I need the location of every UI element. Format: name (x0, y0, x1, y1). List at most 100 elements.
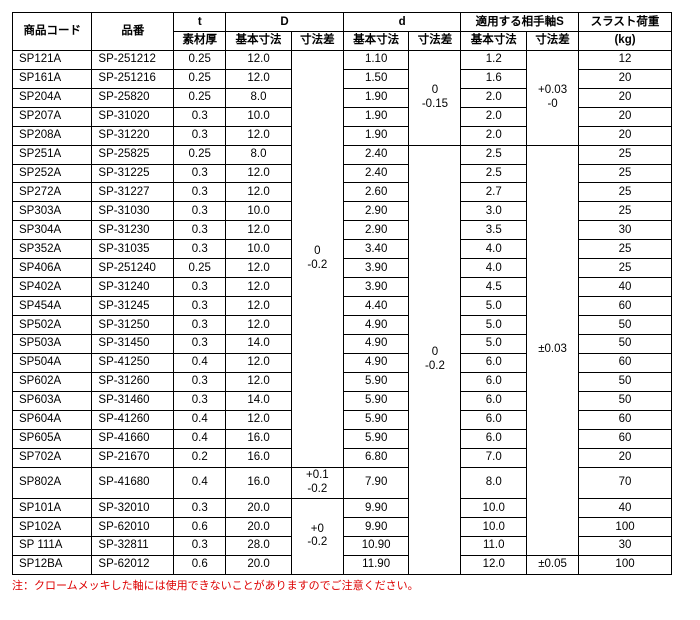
table-cell: 8.0 (226, 145, 292, 164)
table-cell: 0.3 (174, 221, 226, 240)
table-cell: SP-251212 (92, 50, 174, 69)
table-cell: 5.90 (343, 429, 409, 448)
table-cell: 25 (579, 259, 672, 278)
table-cell: 1.90 (343, 88, 409, 107)
table-cell: 0.3 (174, 240, 226, 259)
table-cell: 40 (579, 278, 672, 297)
table-cell: 0.3 (174, 126, 226, 145)
table-cell: 50 (579, 391, 672, 410)
table-cell: 3.40 (343, 240, 409, 259)
table-cell: 12.0 (226, 69, 292, 88)
merged-tol-cell: +0.1-0.2 (291, 467, 343, 499)
table-cell: 4.0 (461, 240, 527, 259)
table-cell: 20 (579, 126, 672, 145)
table-cell: SP161A (13, 69, 92, 88)
table-cell: 4.90 (343, 334, 409, 353)
table-cell: 12.0 (461, 555, 527, 574)
col-code: 商品コード (13, 13, 92, 51)
table-cell: 16.0 (226, 429, 292, 448)
table-cell: 2.90 (343, 221, 409, 240)
table-cell: 60 (579, 410, 672, 429)
table-cell: SP-31220 (92, 126, 174, 145)
table-cell: 20.0 (226, 518, 292, 537)
merged-tol-cell: 0-0.15 (409, 50, 461, 145)
table-cell: 2.0 (461, 107, 527, 126)
table-cell: SP-21670 (92, 448, 174, 467)
table-cell: 1.6 (461, 69, 527, 88)
table-cell: 12.0 (226, 259, 292, 278)
table-cell: 40 (579, 499, 672, 518)
table-cell: 0.6 (174, 555, 226, 574)
table-cell: SP-31030 (92, 202, 174, 221)
merged-tol-cell: ±0.05 (527, 555, 579, 574)
merged-tol-cell: 0-0.2 (409, 145, 461, 574)
col-S: 適用する相手軸S (461, 13, 579, 32)
table-cell: 12.0 (226, 50, 292, 69)
table-cell: 12.0 (226, 353, 292, 372)
table-cell: 10.90 (343, 536, 409, 555)
table-row: SP121ASP-2512120.2512.00-0.21.100-0.151.… (13, 50, 672, 69)
table-cell: SP-31460 (92, 391, 174, 410)
table-cell: 0.3 (174, 391, 226, 410)
table-cell: SP-31020 (92, 107, 174, 126)
col-d: d (343, 13, 461, 32)
table-cell: 8.0 (461, 467, 527, 499)
table-cell: 50 (579, 316, 672, 335)
table-cell: 12 (579, 50, 672, 69)
table-cell: 2.5 (461, 145, 527, 164)
table-cell: 0.2 (174, 448, 226, 467)
table-cell: 100 (579, 518, 672, 537)
table-cell: 0.25 (174, 69, 226, 88)
table-cell: SP-31245 (92, 297, 174, 316)
header-row-1: 商品コード 品番 t D d 適用する相手軸S スラスト荷重 (13, 13, 672, 32)
table-cell: 3.5 (461, 221, 527, 240)
table-cell: 0.3 (174, 297, 226, 316)
table-cell: SP208A (13, 126, 92, 145)
table-cell: 12.0 (226, 410, 292, 429)
table-cell: SP-41660 (92, 429, 174, 448)
table-cell: 4.0 (461, 259, 527, 278)
table-cell: SP502A (13, 316, 92, 335)
footnote: 注：クロームメッキした軸には使用できないことがありますのでご注意ください。 (12, 577, 688, 593)
table-cell: 0.4 (174, 467, 226, 499)
col-D-basic: 基本寸法 (226, 31, 292, 50)
merged-tol-cell: +0-0.2 (291, 499, 343, 575)
table-cell: 50 (579, 334, 672, 353)
table-cell: 0.3 (174, 202, 226, 221)
table-cell: 0.25 (174, 145, 226, 164)
table-cell: 2.0 (461, 126, 527, 145)
table-cell: 1.90 (343, 126, 409, 145)
col-kg: (kg) (579, 31, 672, 50)
table-cell: 12.0 (226, 372, 292, 391)
table-cell: 12.0 (226, 297, 292, 316)
table-cell: 100 (579, 555, 672, 574)
table-cell: 30 (579, 221, 672, 240)
table-cell: 16.0 (226, 467, 292, 499)
table-cell: 12.0 (226, 164, 292, 183)
table-cell: 6.80 (343, 448, 409, 467)
col-D: D (226, 13, 344, 32)
table-cell: 20.0 (226, 499, 292, 518)
table-cell: 30 (579, 536, 672, 555)
table-cell: SP-41260 (92, 410, 174, 429)
table-cell: 0.4 (174, 410, 226, 429)
table-cell: SP-31035 (92, 240, 174, 259)
table-cell: SP-31260 (92, 372, 174, 391)
table-cell: SP605A (13, 429, 92, 448)
table-cell: SP-32010 (92, 499, 174, 518)
table-cell: 25 (579, 183, 672, 202)
table-cell: 9.90 (343, 518, 409, 537)
table-cell: 2.5 (461, 164, 527, 183)
col-d-basic: 基本寸法 (343, 31, 409, 50)
table-cell: SP12BA (13, 555, 92, 574)
merged-tol-cell: 0-0.2 (291, 50, 343, 467)
table-cell: 5.90 (343, 410, 409, 429)
table-cell: 0.3 (174, 278, 226, 297)
table-cell: SP252A (13, 164, 92, 183)
table-cell: SP-41680 (92, 467, 174, 499)
table-cell: 10.0 (461, 499, 527, 518)
table-cell: 0.3 (174, 334, 226, 353)
table-cell: 12.0 (226, 183, 292, 202)
table-cell: 25 (579, 164, 672, 183)
table-cell: SP702A (13, 448, 92, 467)
